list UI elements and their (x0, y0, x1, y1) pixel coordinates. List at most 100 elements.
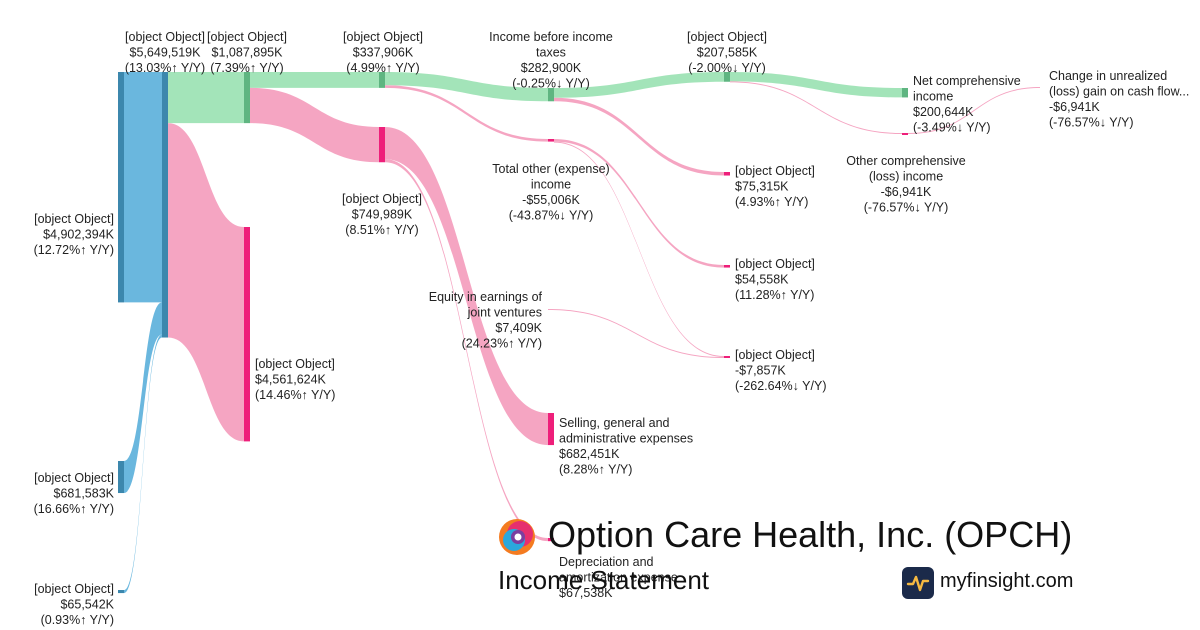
label-income_before_tax-value: $282,900K (521, 61, 582, 75)
label-other_net-value: -$7,857K (735, 364, 786, 378)
option-care-logo-icon (499, 519, 535, 555)
label-unrealized-change: (-76.57%↓ Y/Y) (1049, 116, 1134, 130)
label-other_comprehensive-change: (-76.57%↓ Y/Y) (864, 201, 949, 215)
label-equity_jv-name-0: Equity in earnings of (429, 290, 543, 304)
link-income_before_tax-to-net_income (554, 72, 724, 98)
label-sga-change: (8.28%↑ Y/Y) (559, 463, 632, 477)
label-net_revenue-value: $5,649,519K (130, 46, 202, 60)
link-commercial-to-net_revenue (124, 72, 162, 303)
label-patient-name-0: [object Object] (34, 582, 114, 596)
label-gross_profit-change: (7.39%↑ Y/Y) (210, 61, 283, 75)
label-commercial-change: (12.72%↑ Y/Y) (34, 243, 114, 257)
label-amortization-name-0: Depreciation and (559, 555, 654, 569)
label-patient-value: $65,542K (60, 598, 114, 612)
node-total_other (548, 139, 554, 142)
label-income_before_tax-change: (-0.25%↓ Y/Y) (512, 77, 590, 91)
node-net_comprehensive (902, 88, 908, 98)
label-interest: [object Object] $54,558K(11.28%↑ Y/Y) (735, 257, 815, 302)
label-other_comprehensive: Other comprehensive (loss) income-$6,941K… (846, 154, 966, 215)
label-equity_jv: Equity in earnings of joint ventures$7,40… (429, 290, 543, 351)
link-net_income-to-net_comprehensive (730, 72, 902, 98)
label-cost_of_revenue: [object Object] $4,561,624K(14.46%↑ Y/Y) (255, 357, 335, 402)
label-income_before_tax-name-0: Income before income (489, 30, 613, 44)
labels-layer: [object Object] $4,902,394K(12.72%↑ Y/Y) [… (34, 30, 1190, 627)
node-cost_of_revenue (244, 227, 250, 442)
nodes-layer (118, 72, 908, 594)
label-net_comprehensive-name-1: income (913, 90, 953, 104)
link-total_opex-to-sga (385, 127, 548, 446)
node-income_before_tax (548, 88, 554, 102)
label-unrealized-name-1: (loss) gain on cash flow... (1049, 85, 1189, 99)
label-net_income-name-0: [object Object] (687, 30, 767, 44)
label-unrealized: Change in unrealized (loss) gain on cash … (1049, 69, 1189, 130)
label-operating_income: [object Object] $337,906K(4.99%↑ Y/Y) (343, 30, 423, 75)
node-interest (724, 265, 730, 268)
label-income_tax: [object Object] $75,315K(4.93%↑ Y/Y) (735, 164, 815, 209)
link-total_other-to-other_net (554, 141, 724, 357)
label-total_other-name-1: income (531, 178, 571, 192)
label-gross_profit-name-0: [object Object] (207, 30, 287, 44)
link-government-to-net_revenue (124, 302, 162, 494)
label-interest-name-0: [object Object] (735, 257, 815, 271)
link-operating_income-to-total_other (385, 85, 548, 142)
label-total_other-change: (-43.87%↓ Y/Y) (509, 209, 594, 223)
label-commercial-name-0: [object Object] (34, 212, 114, 226)
label-equity_jv-name-1: joint ventures (467, 306, 542, 320)
label-total_opex-change: (8.51%↑ Y/Y) (345, 223, 418, 237)
node-net_income (724, 72, 730, 82)
label-income_before_tax-name-1: taxes (536, 46, 566, 60)
links-layer (124, 72, 1040, 594)
link-total_opex-to-amortization (385, 159, 548, 542)
label-total_other-value: -$55,006K (522, 193, 580, 207)
label-income_tax-value: $75,315K (735, 180, 789, 194)
link-net_income-to-other_comprehensive (730, 81, 902, 134)
label-total_opex: [object Object] $749,989K(8.51%↑ Y/Y) (342, 192, 422, 237)
label-net_revenue-change: (13.03%↑ Y/Y) (125, 61, 205, 75)
label-sga-name-0: Selling, general and (559, 416, 670, 430)
label-income_tax-name-0: [object Object] (735, 164, 815, 178)
label-cost_of_revenue-change: (14.46%↑ Y/Y) (255, 388, 335, 402)
label-sga-value: $682,451K (559, 447, 620, 461)
link-net_revenue-to-gross_profit (168, 72, 244, 124)
node-sga (548, 413, 554, 446)
node-income_tax (724, 172, 730, 176)
link-equity_jv-to-other_net (548, 309, 724, 358)
link-net_revenue-to-cost_of_revenue (168, 123, 244, 442)
link-total_other-to-interest (554, 139, 724, 268)
label-net_comprehensive-change: (-3.49%↓ Y/Y) (913, 121, 991, 135)
label-operating_income-name-0: [object Object] (343, 30, 423, 44)
node-amortization (548, 538, 554, 542)
label-cost_of_revenue-name-0: [object Object] (255, 357, 335, 371)
link-gross_profit-to-operating_income (250, 72, 379, 88)
label-other_comprehensive-value: -$6,941K (881, 185, 932, 199)
label-income_before_tax: Income before income taxes$282,900K (-0.25… (489, 30, 613, 91)
label-government-change: (16.66%↑ Y/Y) (34, 502, 114, 516)
node-other_net (724, 356, 730, 358)
label-government-name-0: [object Object] (34, 471, 114, 485)
label-net_income-value: $207,585K (697, 46, 758, 60)
label-amortization-value: $67,538K (559, 586, 613, 600)
link-gross_profit-to-total_opex (250, 87, 379, 163)
label-net_comprehensive-name-0: Net comprehensive (913, 74, 1021, 88)
link-operating_income-to-income_before_tax (385, 72, 548, 102)
label-net_income: [object Object] $207,585K(-2.00%↓ Y/Y) (687, 30, 767, 75)
label-commercial-value: $4,902,394K (43, 228, 115, 242)
link-other_comprehensive-to-unrealized (908, 87, 1040, 134)
node-gross_profit (244, 72, 250, 124)
label-net_comprehensive-value: $200,644K (913, 105, 974, 119)
label-other_net-name-0: [object Object] (735, 348, 815, 362)
statement-subtitle: Income Statement (498, 565, 709, 595)
label-unrealized-name-0: Change in unrealized (1049, 69, 1167, 83)
label-total_other: Total other (expense) income-$55,006K (-43… (492, 162, 609, 223)
node-patient (118, 590, 124, 594)
node-net_revenue (162, 72, 168, 338)
label-net_revenue: [object Object] $5,649,519K(13.03%↑ Y/Y) (125, 30, 205, 75)
link-income_before_tax-to-income_tax (554, 97, 724, 176)
label-patient: [object Object] $65,542K(0.93%↑ Y/Y) (34, 582, 115, 627)
label-total_other-name-0: Total other (expense) (492, 162, 609, 176)
myfinsight-logo-icon (902, 567, 934, 599)
label-cost_of_revenue-value: $4,561,624K (255, 373, 327, 387)
label-other_comprehensive-name-0: Other comprehensive (846, 154, 966, 168)
brand-name: myfinsight.com (940, 570, 1074, 592)
